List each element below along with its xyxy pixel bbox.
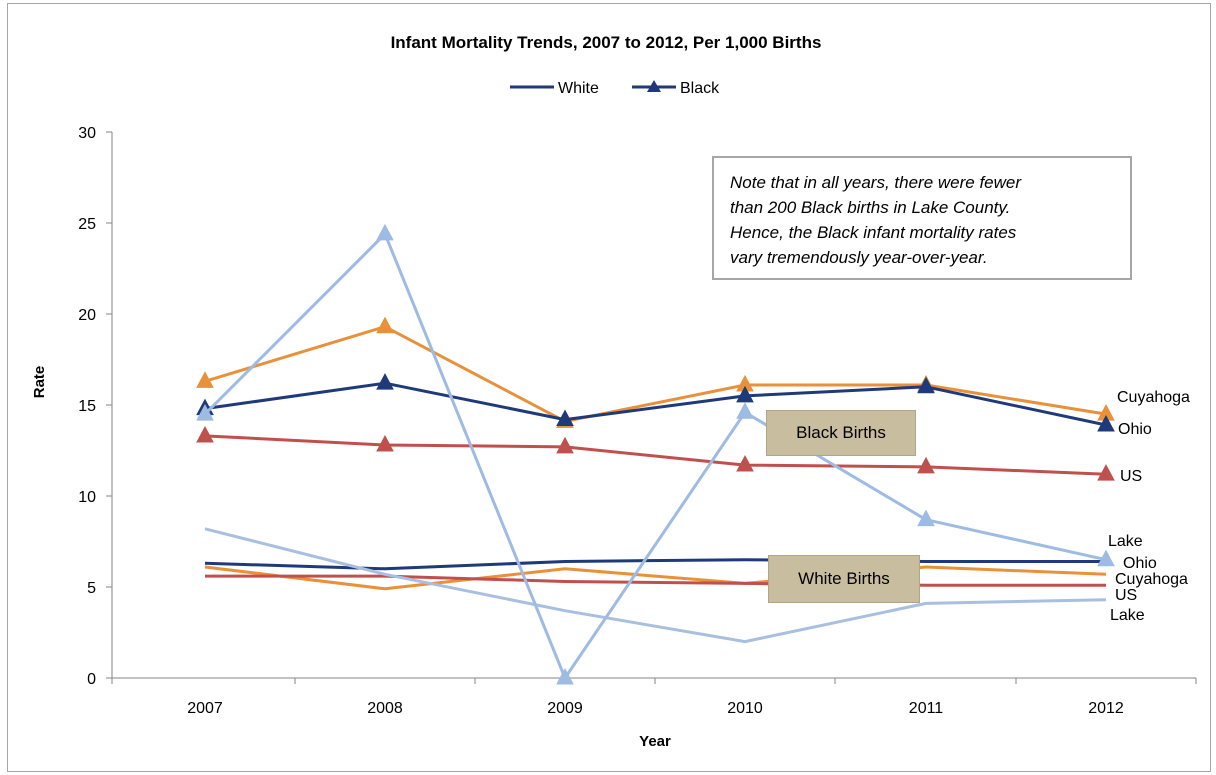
series-end-label: Lake: [1108, 533, 1143, 550]
series-line: [204, 434, 1107, 476]
series-line: [203, 232, 1107, 680]
data-point-marker: [1097, 464, 1115, 481]
series-black-lake: [196, 223, 1115, 685]
x-axis-title: Year: [639, 733, 671, 750]
series-end-label: Lake: [1110, 607, 1145, 624]
data-point-marker: [1097, 549, 1115, 567]
y-axis-title: Rate: [31, 366, 48, 399]
data-point-marker: [917, 456, 935, 474]
note-line: vary tremendously year-over-year.: [730, 248, 988, 267]
x-tick-label: 2007: [187, 700, 223, 717]
data-point-marker: [376, 316, 394, 334]
data-point-marker: [196, 371, 214, 388]
x-tick-label: 2009: [547, 700, 583, 717]
legend-white-label: White: [558, 80, 599, 97]
series-white-us: [205, 574, 1106, 587]
white-births-callout: White Births: [768, 555, 920, 603]
data-point-marker: [376, 223, 394, 241]
y-tick-label: 0: [87, 671, 96, 688]
series-line: [204, 527, 1107, 644]
y-tick-label: 5: [87, 580, 96, 597]
series-line: [204, 381, 1107, 427]
legend: White Black: [510, 80, 720, 97]
chart-title: Infant Mortality Trends, 2007 to 2012, P…: [391, 33, 822, 52]
x-tick-label: 2008: [367, 700, 403, 717]
y-tick-label: 15: [78, 398, 96, 415]
x-ticks: 2007 2008 2009 2010 2011 2012: [111, 678, 1197, 717]
series-white-lake: [204, 527, 1107, 644]
y-tick-label: 10: [78, 489, 96, 506]
x-tick-label: 2011: [909, 700, 944, 717]
series-black-cuyahoga: [196, 316, 1115, 428]
y-tick-label: 20: [78, 307, 96, 324]
note-annotation: Note that in all years, there were fewer…: [712, 156, 1132, 280]
data-point-marker: [556, 667, 574, 685]
legend-black-triangle-icon: [647, 80, 661, 92]
note-line: Hence, the Black infant mortality rates: [730, 223, 1017, 242]
note-line: than 200 Black births in Lake County.: [730, 198, 1011, 217]
data-point-marker: [556, 436, 574, 454]
series-end-label: Ohio: [1118, 421, 1152, 438]
y-tick-label: 25: [78, 216, 96, 233]
series-line: [205, 574, 1106, 587]
y-tick-label: 30: [78, 125, 96, 142]
series-end-label: Cuyahoga: [1115, 571, 1188, 588]
legend-black-label: Black: [680, 80, 720, 97]
data-point-marker: [556, 409, 574, 427]
series-end-label: US: [1120, 468, 1142, 485]
black-births-callout: Black Births: [766, 410, 916, 456]
data-point-marker: [917, 376, 935, 394]
series-white-cuyahoga: [204, 565, 1107, 591]
series-black-us: [196, 425, 1115, 481]
data-point-marker: [376, 434, 394, 452]
data-point-marker: [196, 425, 214, 443]
series-line: [204, 565, 1107, 591]
data-point-marker: [917, 509, 935, 527]
y-ticks: 0 5 10 15 20 25 30: [78, 125, 112, 688]
data-point-marker: [196, 404, 214, 421]
note-line: Note that in all years, there were fewer: [730, 173, 1022, 192]
series-end-label: Ohio: [1123, 555, 1157, 572]
data-point-marker: [376, 373, 394, 390]
series-end-label: US: [1115, 587, 1137, 604]
data-point-marker: [736, 385, 754, 403]
data-point-marker: [736, 454, 754, 472]
x-tick-label: 2010: [727, 700, 763, 717]
data-point-marker: [1097, 414, 1115, 432]
series-layer: [196, 223, 1115, 685]
data-point-marker: [736, 402, 754, 419]
series-line: [204, 325, 1107, 423]
series-end-label: Cuyahoga: [1117, 389, 1190, 406]
series-black-ohio: [196, 373, 1115, 432]
x-tick-label: 2012: [1088, 700, 1124, 717]
